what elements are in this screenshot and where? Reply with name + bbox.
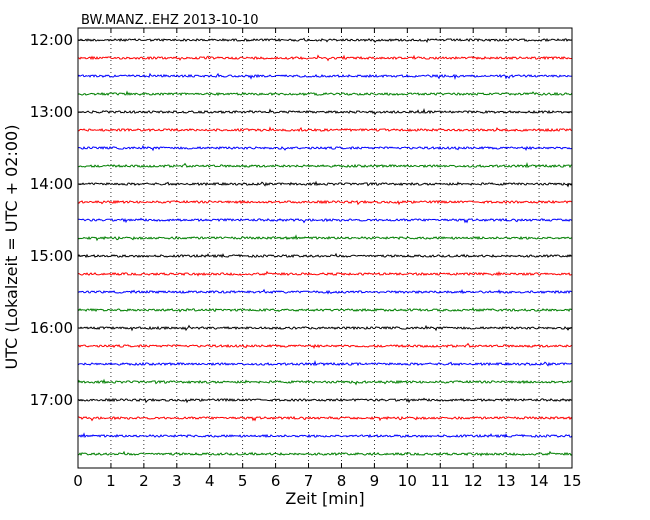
trace-line: [77, 306, 573, 313]
trace-line: [77, 126, 573, 133]
x-tick-label: 10: [398, 472, 417, 490]
x-tick-label: 3: [172, 472, 182, 490]
x-tick-label: 9: [370, 472, 380, 490]
trace-line: [77, 342, 573, 350]
x-tick-label: 15: [562, 472, 581, 490]
x-tick-label: 2: [139, 472, 149, 490]
y-axis-label: UTC (Lokalzeit = UTC + 02:00): [2, 125, 21, 370]
trace-line: [77, 252, 573, 259]
x-tick-label: 1: [106, 472, 116, 490]
y-tick-label: 17:00: [30, 391, 73, 409]
trace-line: [77, 450, 573, 457]
grid-lines: [110, 28, 540, 468]
trace-line: [77, 415, 573, 422]
trace-line: [77, 288, 573, 295]
y-tick-label: 15:00: [30, 247, 73, 265]
y-axis-ticks: 12:00 13:00 14:00 15:00 16:00 17:00: [30, 31, 572, 409]
x-tick-label: 12: [464, 472, 483, 490]
x-tick-label: 13: [497, 472, 516, 490]
trace-line: [77, 270, 573, 277]
x-tick-label: 4: [205, 472, 215, 490]
trace-line: [77, 217, 573, 224]
x-tick-label: 0: [73, 472, 83, 490]
trace-line: [77, 397, 573, 404]
trace-line: [77, 234, 573, 242]
x-tick-label: 6: [271, 472, 281, 490]
trace-line: [77, 359, 573, 367]
x-axis-ticks: 0 1 2 3 4 5 6 7 8 9 10 11 12 13 14 15: [73, 28, 582, 490]
trace-line: [77, 378, 573, 386]
x-axis-label: Zeit [min]: [285, 489, 364, 508]
trace-line: [77, 199, 573, 206]
x-tick-label: 8: [337, 472, 347, 490]
y-tick-label: 12:00: [30, 31, 73, 49]
plot-background: [78, 28, 572, 468]
trace-line: [77, 37, 573, 44]
trace-line: [77, 180, 573, 188]
trace-line: [77, 90, 573, 97]
trace-line: [77, 54, 573, 62]
x-tick-label: 14: [530, 472, 549, 490]
y-tick-label: 16:00: [30, 319, 73, 337]
trace-line: [77, 324, 573, 332]
trace-line: [77, 432, 573, 439]
trace-line: [77, 144, 573, 152]
trace-line: [77, 108, 573, 116]
trace-line: [77, 161, 573, 169]
y-tick-label: 13:00: [30, 103, 73, 121]
y-tick-label: 14:00: [30, 175, 73, 193]
x-tick-label: 5: [238, 472, 248, 490]
trace-line: [77, 72, 573, 80]
x-tick-label: 11: [431, 472, 450, 490]
plot-frame: [77, 27, 573, 469]
chart-title: BW.MANZ..EHZ 2013-10-10: [81, 13, 259, 28]
x-tick-label: 7: [304, 472, 314, 490]
seismic-traces: [77, 37, 573, 457]
